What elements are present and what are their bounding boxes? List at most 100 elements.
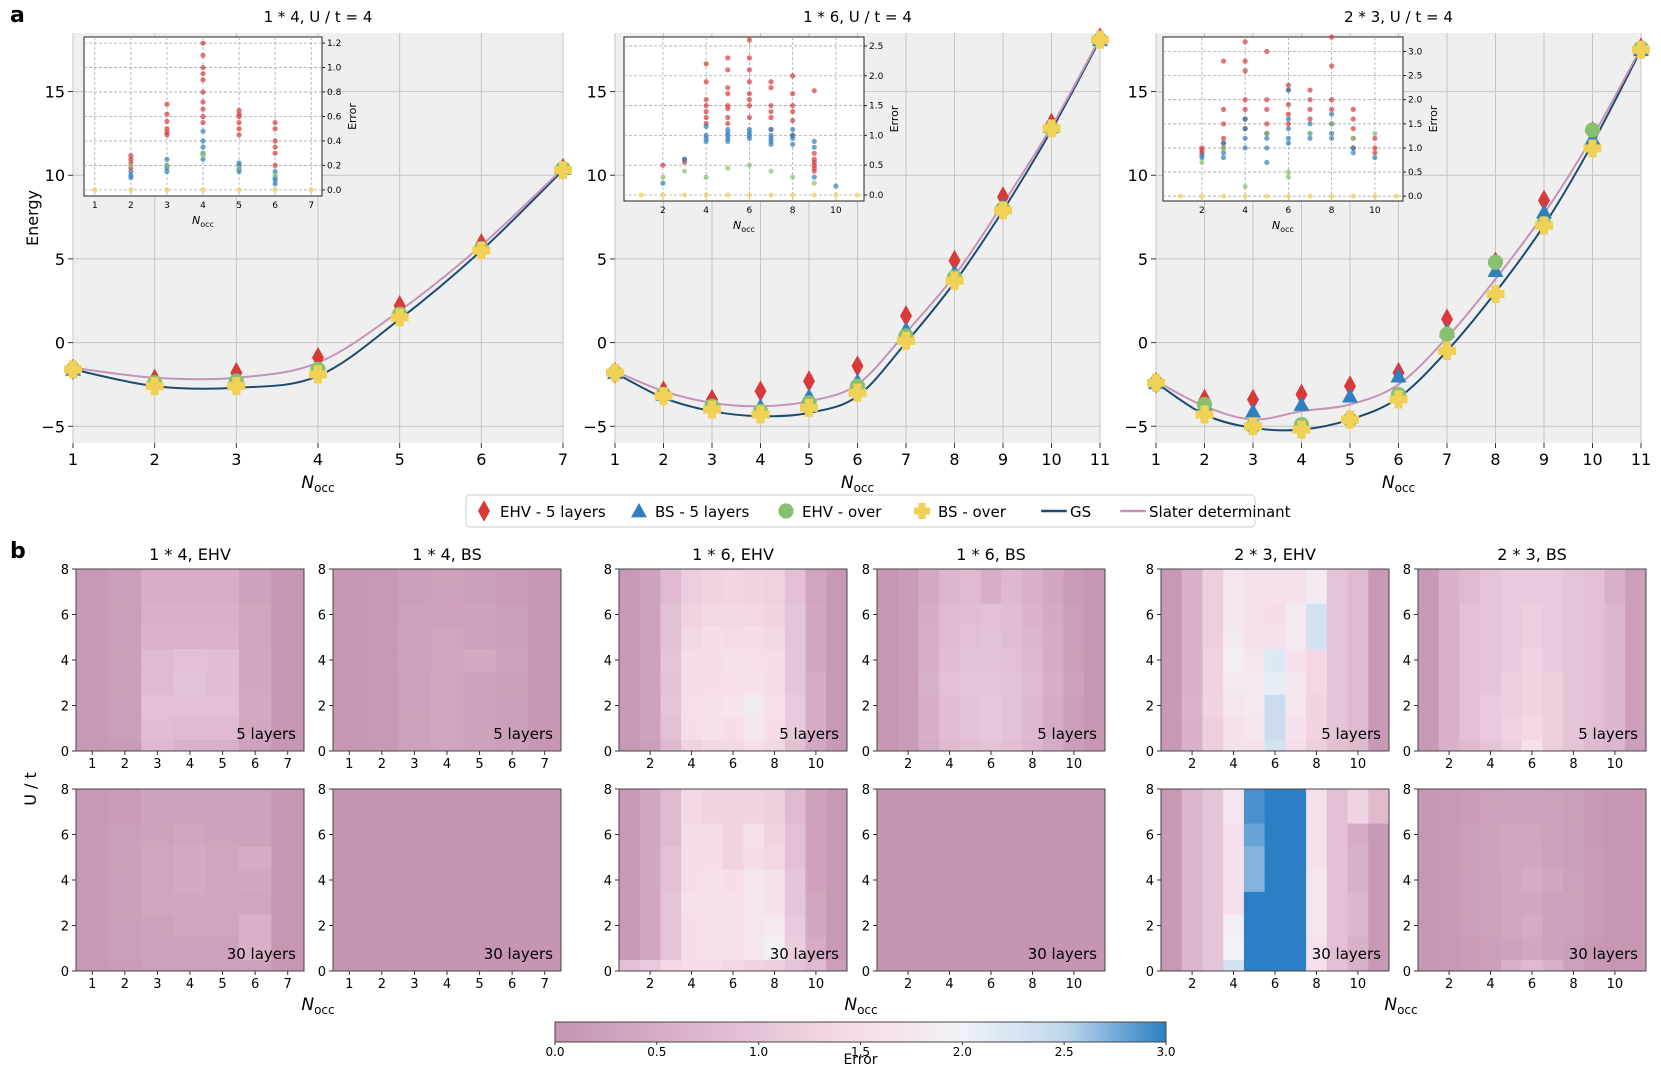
heatmap-cell — [271, 789, 305, 801]
heatmap-cell — [784, 959, 807, 972]
heatmap-cell — [619, 603, 641, 627]
heatmap-cell — [206, 716, 240, 741]
heatmap-cell — [1001, 789, 1023, 801]
y-tick-label: −5 — [1124, 417, 1148, 436]
heatmap-cell — [76, 823, 110, 847]
inset-point — [638, 192, 644, 198]
inset-point — [1393, 193, 1400, 199]
heatmap-cell — [141, 959, 175, 972]
inset-x-tick-label: 1 — [92, 201, 98, 211]
heatmap-cell — [1264, 648, 1286, 672]
heatmap-cell — [1202, 914, 1224, 938]
heatmap-cell — [1368, 648, 1390, 672]
heatmap-cell — [271, 625, 305, 650]
x-tick-label: 4 — [313, 450, 323, 469]
heatmap-cell — [701, 671, 724, 695]
heatmap-cell — [1181, 580, 1203, 604]
heatmap-cell — [1459, 823, 1481, 847]
inset-y-tick-label: 0.8 — [327, 88, 342, 98]
heatmap-cell — [660, 625, 682, 650]
heatmap-cell — [1001, 800, 1023, 824]
heatmap-cell — [1418, 739, 1440, 752]
heatmap-cell — [1084, 959, 1106, 972]
heatmap-cell — [743, 800, 765, 824]
inset-point — [236, 132, 242, 138]
heatmap-cell — [1285, 739, 1307, 752]
marker-plus — [1632, 40, 1650, 59]
heatmap-cell — [206, 580, 240, 604]
heatmap-cell — [1438, 569, 1460, 581]
inset-point — [164, 162, 170, 169]
inset-point — [164, 129, 170, 135]
heatmap-cell — [430, 845, 464, 870]
heatmap-cell — [76, 959, 110, 972]
heatmap-cell — [108, 739, 142, 752]
inset-point — [236, 160, 242, 166]
inset-point — [128, 168, 134, 175]
heatmap-cell — [1368, 625, 1390, 650]
heatmap-cell — [271, 694, 305, 718]
y-tick-label: 0 — [55, 334, 65, 353]
heatmap-title: 1 * 6, EHV — [692, 545, 774, 564]
heatmap-cell — [1243, 694, 1266, 718]
heatmap-cell — [333, 914, 367, 938]
heatmap-cell — [430, 671, 464, 695]
heatmap-cell — [1459, 603, 1481, 627]
heatmap-cell — [722, 823, 744, 847]
heatmap-x-tick-label: 6 — [251, 977, 259, 992]
heatmap-y-tick-label: 8 — [1146, 783, 1154, 798]
heatmap-cell — [805, 603, 827, 627]
heatmap-cell — [701, 868, 724, 892]
heatmap-cell — [1625, 625, 1647, 650]
inset-point — [768, 79, 774, 85]
heatmap-cell — [238, 936, 272, 961]
heatmap-cell — [238, 648, 272, 672]
heatmap-cell — [1418, 868, 1440, 892]
heatmap-cell — [1181, 800, 1203, 824]
inset-point — [128, 175, 134, 181]
heatmap-cell — [1326, 800, 1349, 824]
heatmap-cell — [1042, 625, 1065, 650]
heatmap-cell — [1542, 716, 1564, 741]
heatmap-cell — [108, 800, 142, 824]
heatmap-cell — [681, 648, 703, 672]
heatmap-cell — [1042, 580, 1065, 604]
inset-point — [790, 126, 796, 133]
heatmap-cell — [495, 716, 529, 741]
heatmap-cell — [1001, 603, 1023, 627]
inset-point — [746, 91, 753, 97]
inset-x-tick-label: 7 — [308, 201, 314, 211]
heatmap-cell — [619, 891, 641, 915]
heatmap-cell — [430, 800, 464, 824]
heatmap-cell — [141, 800, 175, 824]
heatmap-cell — [980, 671, 1002, 695]
heatmap-cell — [430, 789, 464, 801]
heatmap-cell — [1042, 716, 1065, 741]
heatmap-cell — [1563, 936, 1585, 961]
heatmap-cell — [1181, 569, 1203, 581]
heatmap-cell — [1084, 845, 1106, 870]
heatmap-cell — [1264, 914, 1286, 938]
heatmap-x-tick-label: 8 — [770, 757, 778, 772]
marker-plus — [64, 360, 82, 379]
inset-y-tick-label: 0.5 — [1408, 168, 1422, 178]
heatmap-cell — [1521, 914, 1543, 938]
heatmap-y-tick-label: 6 — [604, 829, 612, 844]
heatmap-cell — [877, 648, 899, 672]
heatmap-cell — [1563, 845, 1585, 870]
heatmap-cell — [980, 891, 1002, 915]
heatmap-cell — [1347, 603, 1369, 627]
heatmap-cell — [980, 716, 1002, 741]
marker-circle — [1439, 326, 1455, 342]
heatmap-cell — [701, 800, 724, 824]
heatmap-cell — [826, 845, 848, 870]
heatmap-y-tick-label: 8 — [862, 563, 870, 578]
heatmap-cell — [173, 914, 207, 938]
heatmap-x-tick-label: 4 — [945, 757, 953, 772]
inset-point — [811, 144, 817, 150]
heatmap-cell — [76, 789, 110, 801]
heatmap-cell — [639, 569, 661, 581]
heatmap-cell — [826, 800, 848, 824]
heatmap-cell — [722, 671, 744, 695]
